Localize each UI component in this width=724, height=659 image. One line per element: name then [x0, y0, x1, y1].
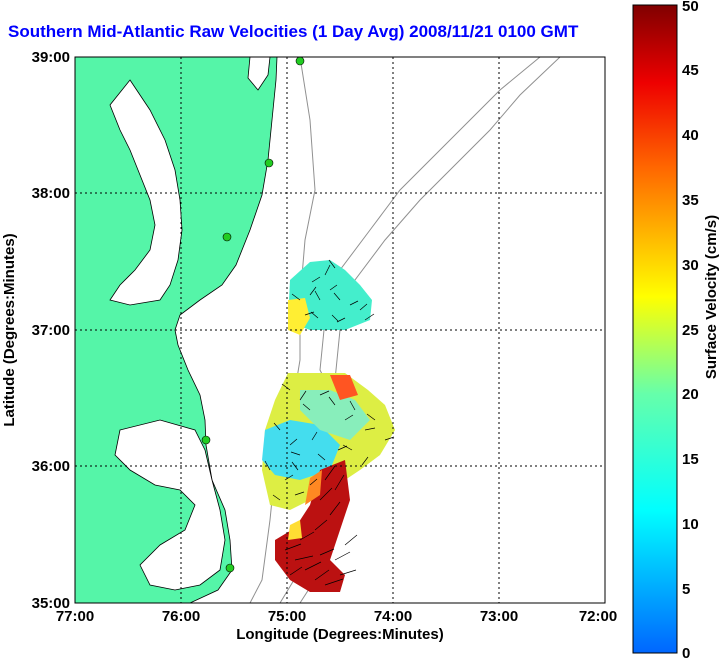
colorbar-tick-label: 40 [682, 127, 699, 144]
velocity-field-south [275, 460, 350, 592]
chesapeake-bay [109, 79, 183, 306]
x-tick-label: 77:00 [56, 608, 94, 625]
radar-station [295, 57, 305, 66]
colorbar-tick-label: 0 [682, 645, 690, 659]
bathymetry-contour-shelf [249, 57, 316, 603]
x-tick-label: 72:00 [579, 608, 617, 625]
y-tick-label: 39:00 [32, 49, 70, 66]
colorbar-tick-label: 50 [682, 0, 699, 15]
x-tick-label: 76:00 [162, 608, 200, 625]
x-tick-label: 73:00 [480, 608, 518, 625]
radar-station [222, 232, 232, 242]
x-tick-label: 74:00 [374, 608, 412, 625]
colorbar-tick-label: 25 [682, 322, 699, 339]
colorbar-tick-label: 10 [682, 516, 699, 533]
velocity-field-middle [262, 373, 395, 510]
velocity-arrows [264, 259, 395, 586]
radar-station [225, 563, 235, 573]
x-axis-label: Longitude (Degrees:Minutes) [236, 626, 444, 643]
radar-station [201, 435, 211, 445]
colorbar-tick-label: 35 [682, 192, 699, 209]
colorbar-tick-label: 45 [682, 62, 699, 79]
y-axis-label: Latitude (Degrees:Minutes) [1, 233, 18, 426]
map-title: Southern Mid-Atlantic Raw Velocities (1 … [8, 22, 579, 41]
delaware-bay [247, 57, 271, 91]
colorbar-tick-label: 5 [682, 581, 690, 598]
plot-frame [74, 56, 606, 604]
radar-station [264, 158, 274, 168]
pamlico-sound [114, 419, 226, 591]
y-tick-label: 35:00 [32, 595, 70, 612]
colorbar-label: Surface Velocity (cm/s) [703, 215, 720, 379]
colorbar-tick-label: 30 [682, 257, 699, 274]
y-tick-label: 37:00 [32, 322, 70, 339]
y-tick-label: 36:00 [32, 458, 70, 475]
velocity-field-north [288, 260, 372, 335]
colorbar-tick-label: 15 [682, 451, 699, 468]
colorbar [632, 4, 678, 654]
x-tick-label: 75:00 [268, 608, 306, 625]
y-tick-label: 38:00 [32, 185, 70, 202]
colorbar-tick-label: 20 [682, 386, 699, 403]
